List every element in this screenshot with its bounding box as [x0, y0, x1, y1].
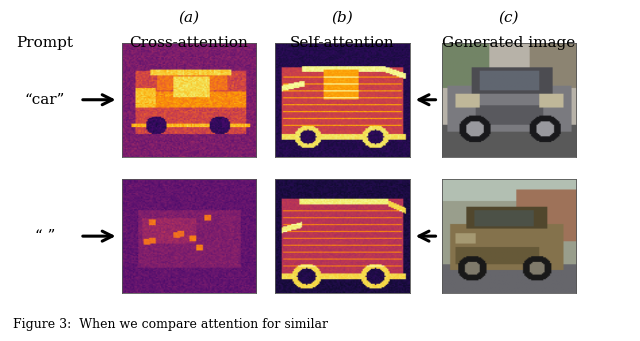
Text: (b): (b)	[332, 10, 353, 24]
Text: Figure 3:  When we compare attention for similar: Figure 3: When we compare attention for …	[13, 318, 328, 331]
Text: Self-attention: Self-attention	[290, 36, 395, 50]
Text: (a): (a)	[178, 10, 200, 24]
Text: “car”: “car”	[24, 93, 65, 107]
Text: (c): (c)	[499, 10, 519, 24]
Text: Generated image: Generated image	[442, 36, 575, 50]
Text: Cross-attention: Cross-attention	[129, 36, 248, 50]
Text: Prompt: Prompt	[16, 36, 74, 50]
Text: “ ”: “ ”	[35, 229, 55, 243]
